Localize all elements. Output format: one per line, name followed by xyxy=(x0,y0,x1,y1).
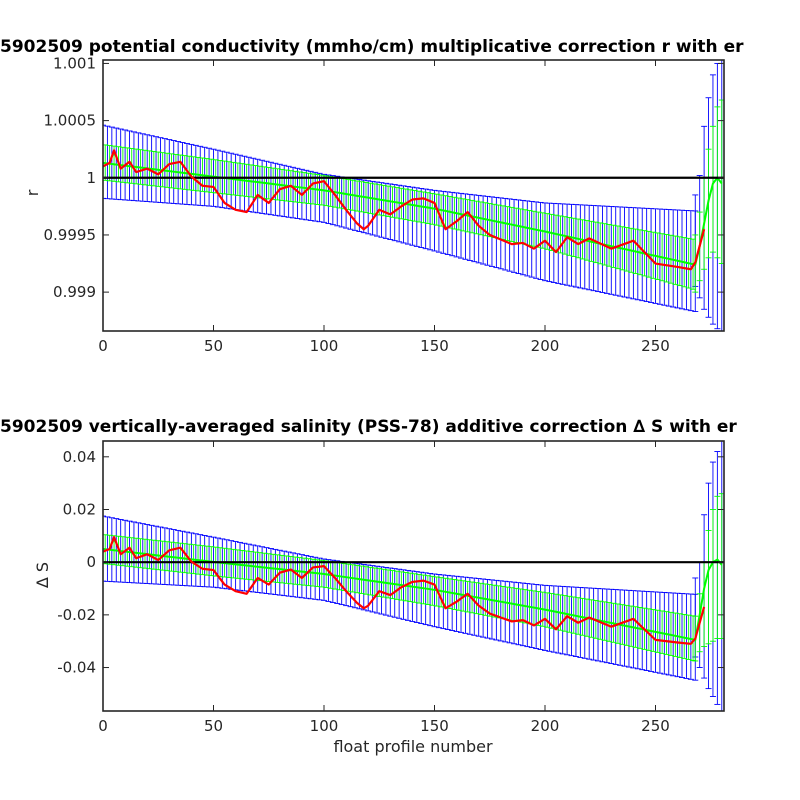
top-chart-ylabel: r xyxy=(23,189,42,196)
top-blue-errorbars xyxy=(103,60,724,331)
top-ytick-label-0: 0.999 xyxy=(53,283,96,301)
top-ytick-label-1: 0.9995 xyxy=(44,226,97,244)
bottom-xtick-label-0: 0 xyxy=(98,717,108,735)
bottom-blue-errorbars xyxy=(103,441,724,711)
top-correction-line xyxy=(103,149,706,271)
bottom-xtick-label-5: 250 xyxy=(641,717,670,735)
bottom-xtick-label-3: 150 xyxy=(420,717,449,735)
bottom-chart-title: 5902509 vertically-averaged salinity (PS… xyxy=(0,417,737,437)
bottom-ytick-label-2: 0 xyxy=(86,553,96,571)
top-ytick-label-2: 1 xyxy=(86,169,96,187)
top-chart-panel: 0 50 100 150 200 250 0.999 0.9995 1 1.0005 1.001 xyxy=(44,54,725,355)
bottom-correction-line xyxy=(103,536,706,645)
top-xtick-label-0: 0 xyxy=(98,337,108,355)
top-axes-box xyxy=(102,59,725,332)
bottom-axes-box xyxy=(102,440,725,712)
top-xtick-label-1: 50 xyxy=(204,337,223,355)
bottom-ytick-label-4: 0.04 xyxy=(63,448,96,466)
bottom-ytick-label-0: -0.04 xyxy=(57,659,96,677)
top-ytick-label-3: 1.0005 xyxy=(44,112,97,130)
top-xtick-label-4: 200 xyxy=(531,337,560,355)
bottom-chart-xlabel: float profile number xyxy=(333,737,493,756)
bottom-plot-area xyxy=(103,441,724,711)
top-xtick-label-3: 150 xyxy=(420,337,449,355)
top-plot-area xyxy=(103,60,724,331)
bottom-xtick-label-4: 200 xyxy=(531,717,560,735)
top-chart-title: 5902509 potential conductivity (mmho/cm)… xyxy=(0,37,744,57)
bottom-ytick-label-3: 0.02 xyxy=(63,500,96,518)
bottom-ytick-label-1: -0.02 xyxy=(57,606,96,624)
top-xtick-label-5: 250 xyxy=(641,337,670,355)
top-xtick-label-2: 100 xyxy=(310,337,339,355)
bottom-chart-panel: 0 50 100 150 200 250 -0.04 -0.02 0 0.02 0.04 xyxy=(57,440,725,735)
top-green-center-line xyxy=(103,161,723,266)
bottom-chart-ylabel: ∆ S xyxy=(33,562,52,589)
top-ytick-label-4: 1.001 xyxy=(53,54,96,72)
bottom-xtick-label-2: 100 xyxy=(310,717,339,735)
bottom-xtick-label-1: 50 xyxy=(204,717,223,735)
